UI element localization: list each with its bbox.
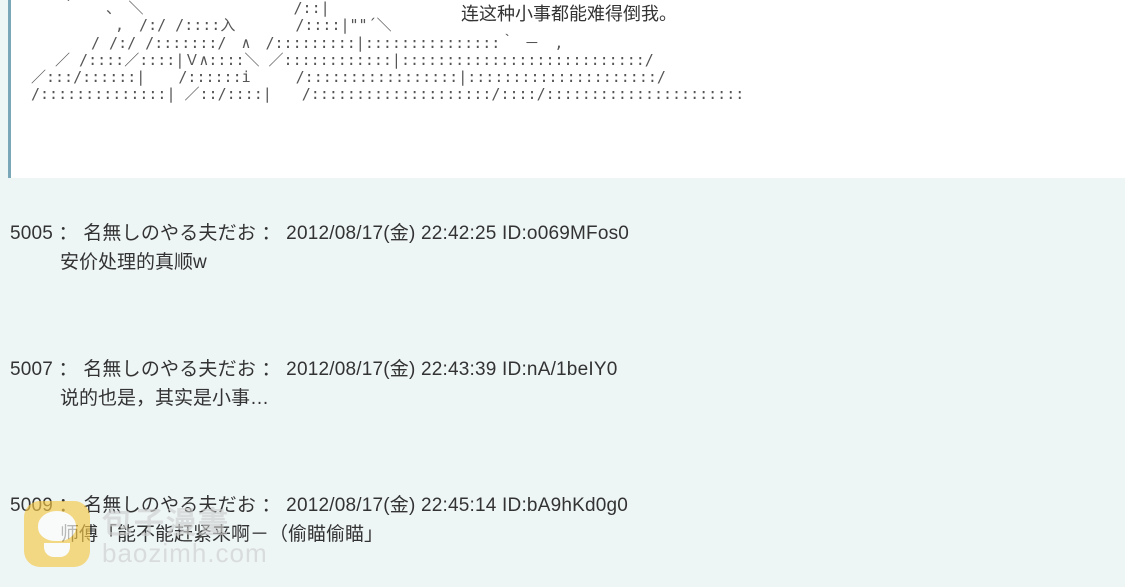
- post-header: 5005 ： 名無しのやる夫だお ： 2012/08/17(金) 22:42:2…: [10, 218, 1125, 245]
- forum-post: 5007 ： 名無しのやる夫だお ： 2012/08/17(金) 22:43:3…: [10, 354, 1125, 450]
- post-header: 5007 ： 名無しのやる夫だお ： 2012/08/17(金) 22:43:3…: [10, 354, 1125, 381]
- post-header: 5009 ： 名無しのやる夫だお ： 2012/08/17(金) 22:45:1…: [10, 490, 1125, 517]
- forum-post: 5009 ： 名無しのやる夫だお ： 2012/08/17(金) 22:45:1…: [10, 490, 1125, 586]
- forum-post: 5005 ： 名無しのやる夫だお ： 2012/08/17(金) 22:42:2…: [10, 218, 1125, 314]
- post-body: 说的也是，其实是小事…: [60, 383, 1125, 410]
- post-body: 安价处理的真顺w: [60, 247, 1125, 274]
- quote-text: 连这种小事都能难得倒我。: [461, 0, 677, 26]
- highlighted-post-panel: ｀ 、 ＼ /::| , /:/ /::::入 /::::|""´＼ / /:/…: [8, 0, 1125, 178]
- posts-list: 5005 ： 名無しのやる夫だお ： 2012/08/17(金) 22:42:2…: [0, 218, 1125, 586]
- post-body: 师傅「能不能赶紧来啊－（偷瞄偷瞄」: [60, 519, 1125, 546]
